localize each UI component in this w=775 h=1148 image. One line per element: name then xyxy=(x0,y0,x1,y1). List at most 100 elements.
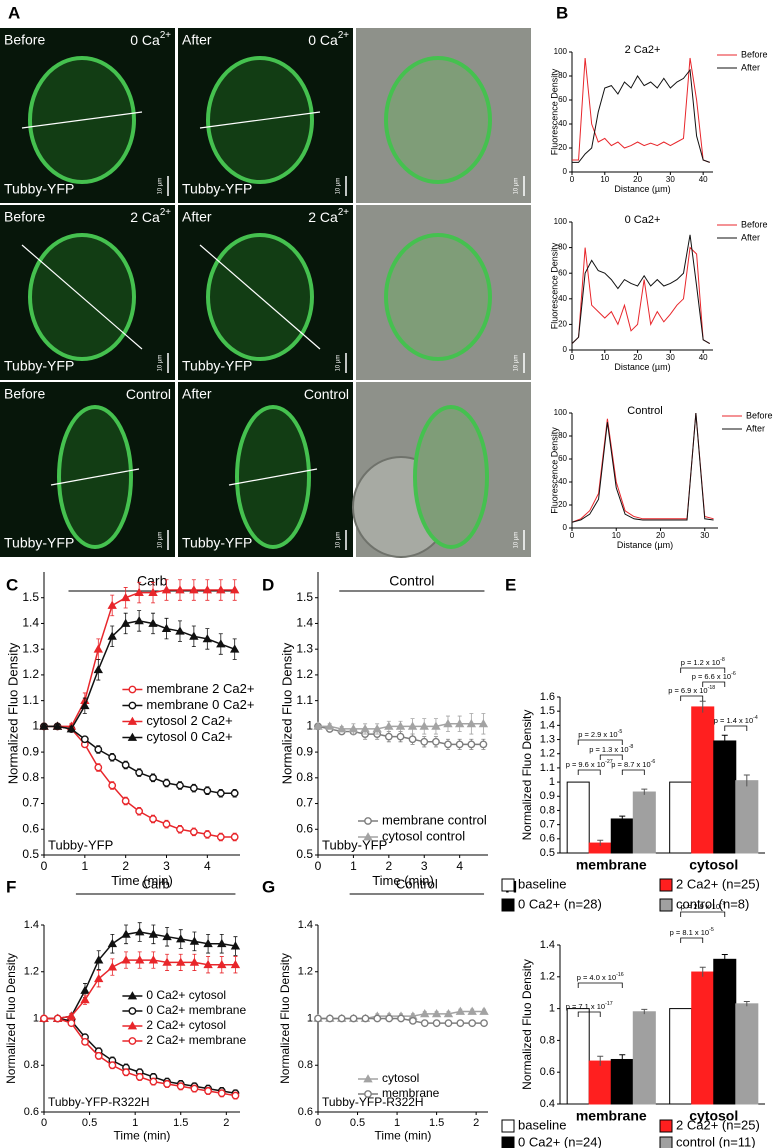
marker xyxy=(407,721,418,730)
panel-label: D xyxy=(262,575,274,594)
bar xyxy=(566,781,590,854)
x-axis-label: Distance (µm) xyxy=(617,540,673,550)
scale-bar-label: 10 µm xyxy=(158,178,164,195)
y-tick-label: 1 xyxy=(32,719,39,733)
y-tick-label: 0.9 xyxy=(540,790,555,802)
marker xyxy=(176,1082,185,1091)
marker xyxy=(373,1014,382,1023)
marker xyxy=(127,1021,138,1030)
marker xyxy=(396,732,405,741)
cell xyxy=(384,56,492,184)
x-tick-label: 0 xyxy=(315,1117,321,1129)
marker xyxy=(230,644,240,653)
y-tick-label: 1.6 xyxy=(540,691,555,703)
series-line xyxy=(571,234,710,345)
marker xyxy=(120,618,131,627)
y-tick-label: 1.2 xyxy=(540,971,555,983)
annotation: Carb xyxy=(142,876,170,891)
marker xyxy=(337,724,347,733)
marker xyxy=(121,797,130,805)
condition-label-sup: 2+ xyxy=(338,207,349,218)
significance-bracket xyxy=(680,695,704,701)
marker xyxy=(189,631,199,640)
y-tick-label: 80 xyxy=(558,243,567,252)
marker xyxy=(162,931,172,941)
marker xyxy=(122,1068,130,1077)
y-tick-label: 1.5 xyxy=(22,590,39,604)
y-tick-label: 0.6 xyxy=(540,833,555,845)
x-axis-label: Time (min) xyxy=(114,1128,171,1142)
condition-label-base: 2 Ca xyxy=(130,209,160,225)
marker xyxy=(420,1009,430,1018)
category-label: membrane xyxy=(576,857,647,873)
micrograph-label: Before xyxy=(4,386,45,402)
legend-label: Before xyxy=(746,410,773,420)
marker xyxy=(467,740,476,749)
x-axis-label: Time (min) xyxy=(111,873,173,888)
marker xyxy=(361,1014,370,1023)
marker xyxy=(161,585,172,594)
error-bar xyxy=(619,815,626,822)
y-tick-label: 0.5 xyxy=(22,847,39,861)
y-axis-label: Normalized Fluo Density xyxy=(278,953,292,1084)
panel-label: C xyxy=(6,575,18,594)
marker xyxy=(454,718,465,728)
p-value: p = 1.4 x 10-4 xyxy=(714,715,758,725)
p-value: p = 2.9 x 10-5 xyxy=(578,729,622,739)
marker xyxy=(94,1052,103,1060)
legend-label: membrane xyxy=(382,1086,440,1100)
series-line xyxy=(571,412,714,523)
scale-bar-label: 10 µm xyxy=(158,532,164,549)
x-tick-label: 20 xyxy=(656,531,665,540)
marker xyxy=(149,773,157,782)
y-tick-label: 0.9 xyxy=(296,744,313,758)
x-axis-label: Time (min) xyxy=(375,1128,432,1142)
p-value-base: p = 1.3 x 10 xyxy=(589,745,628,754)
y-tick-label: 1.4 xyxy=(22,616,39,630)
bar xyxy=(735,1003,759,1105)
bar xyxy=(691,971,715,1105)
p-value-sup: -5 xyxy=(709,927,714,933)
significance-bracket xyxy=(577,982,623,988)
y-tick-label: 40 xyxy=(558,119,567,128)
y-tick-label: 0 xyxy=(563,523,568,532)
marker xyxy=(202,634,213,643)
x-axis-label: Time (min) xyxy=(372,873,434,888)
y-tick-label: 0.6 xyxy=(24,1106,39,1118)
y-axis-label: Normalized Fluo Density xyxy=(520,710,534,841)
y-tick-label: 20 xyxy=(558,500,567,509)
legend-swatch xyxy=(659,898,673,912)
legend-label: 0 Ca2+ (n=24) xyxy=(518,1134,602,1148)
legend-label: After xyxy=(741,62,760,72)
marker xyxy=(203,938,213,948)
marker xyxy=(325,1014,334,1023)
condition-label-base: Control xyxy=(126,386,171,402)
p-value-base: p = 6.6 x 10 xyxy=(692,672,731,681)
marker xyxy=(384,721,394,730)
marker xyxy=(363,832,373,841)
error-bar xyxy=(597,1055,604,1066)
marker xyxy=(66,724,77,733)
p-value-base: p = 8.1 x 10 xyxy=(670,928,709,937)
micrograph-label: Before xyxy=(4,209,45,225)
marker xyxy=(216,585,226,594)
marker xyxy=(189,827,198,836)
panel-label: B xyxy=(556,3,568,22)
p-value-sup: -5 xyxy=(618,729,623,735)
error-bar xyxy=(721,734,728,747)
condition-label-base: 0 Ca xyxy=(308,32,338,48)
marker xyxy=(203,830,212,839)
error-bar xyxy=(699,966,706,977)
cell xyxy=(413,405,489,549)
y-tick-label: 1.1 xyxy=(540,762,555,774)
y-tick-label: 1 xyxy=(33,1012,39,1024)
marker-label: Tubby-YFP xyxy=(182,358,252,374)
marker xyxy=(203,959,213,969)
y-tick-label: 80 xyxy=(558,71,567,80)
significance-bracket xyxy=(680,911,726,917)
marker xyxy=(479,740,488,749)
marker xyxy=(479,1006,489,1015)
legend-label: 2 Ca2+ cytosol xyxy=(146,1018,226,1032)
x-tick-label: 1.5 xyxy=(173,1117,188,1129)
marker xyxy=(162,820,171,829)
